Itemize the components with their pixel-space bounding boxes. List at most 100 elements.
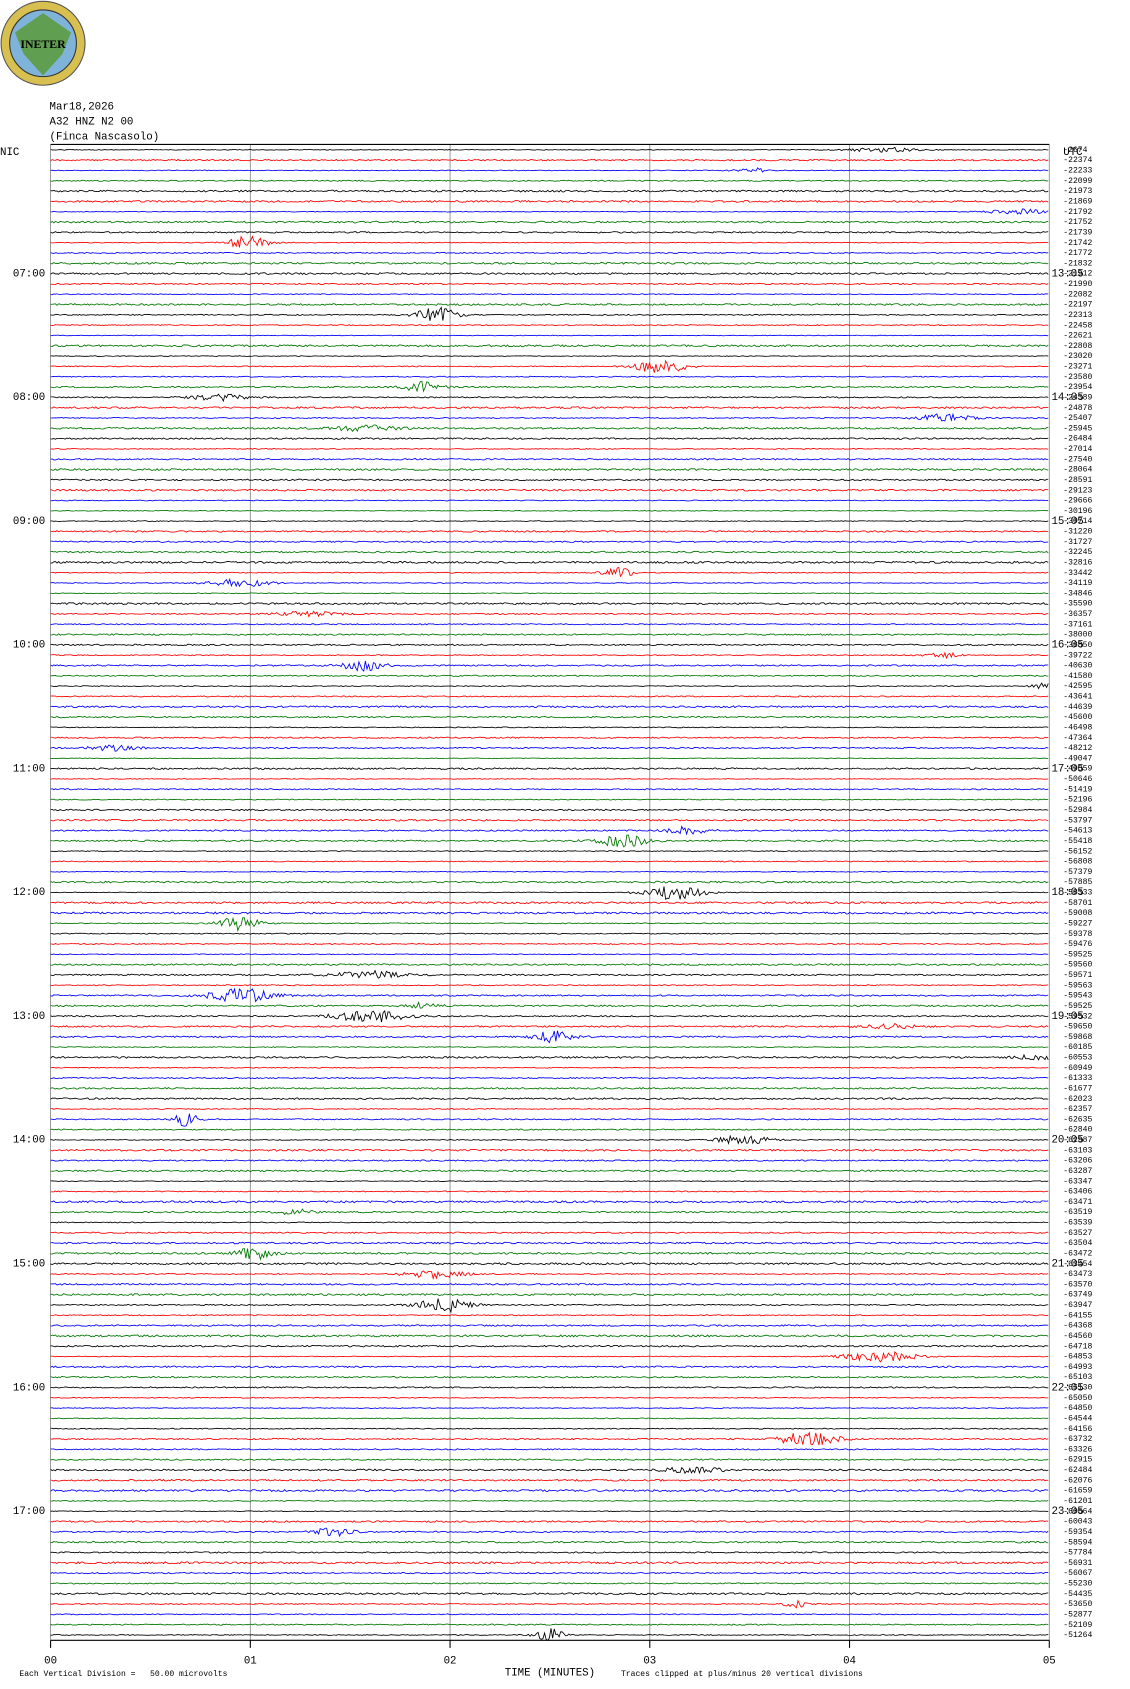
offset-label: -38850 bbox=[1063, 641, 1092, 650]
trace bbox=[50, 1599, 1049, 1609]
offset-label: -28064 bbox=[1063, 466, 1092, 475]
x-tick-label: 05 bbox=[1043, 1656, 1056, 1668]
offset-label: -62987 bbox=[1063, 1136, 1092, 1145]
trace bbox=[50, 942, 1049, 945]
trace bbox=[50, 695, 1049, 698]
offset-label: -22099 bbox=[1063, 177, 1092, 186]
trace bbox=[50, 788, 1049, 791]
trace bbox=[50, 825, 1049, 836]
trace bbox=[50, 1097, 1049, 1101]
left-time-label: 07:00 bbox=[13, 268, 45, 280]
trace bbox=[50, 1571, 1049, 1575]
offset-label: -59525 bbox=[1063, 1002, 1092, 1011]
offset-label: -43641 bbox=[1063, 693, 1092, 702]
offset-label: -63454 bbox=[1063, 1260, 1092, 1269]
trace bbox=[50, 1582, 1049, 1585]
offset-label: -35590 bbox=[1063, 600, 1092, 609]
trace bbox=[50, 969, 1049, 979]
trace bbox=[50, 1466, 1049, 1475]
offset-label: -64993 bbox=[1063, 1363, 1092, 1372]
offset-label: -53650 bbox=[1063, 1600, 1092, 1609]
offset-label: -2674 bbox=[1063, 146, 1087, 155]
trace bbox=[50, 167, 1049, 173]
offset-label: -63732 bbox=[1063, 1435, 1092, 1444]
trace bbox=[50, 1113, 1049, 1127]
left-time-label: 17:00 bbox=[13, 1506, 45, 1518]
offset-label: -33442 bbox=[1063, 569, 1092, 578]
trace bbox=[50, 610, 1049, 618]
trace bbox=[50, 682, 1049, 690]
offset-label: -63471 bbox=[1063, 1198, 1092, 1207]
offset-label: -37161 bbox=[1063, 620, 1092, 629]
trace bbox=[50, 1180, 1049, 1183]
trace bbox=[50, 530, 1049, 533]
trace bbox=[50, 1282, 1049, 1286]
right-time-label: 20:05 bbox=[1051, 1135, 1083, 1147]
left-time-label: 16:00 bbox=[13, 1382, 45, 1394]
trace bbox=[50, 1623, 1049, 1626]
offset-label: -23271 bbox=[1063, 363, 1092, 372]
offset-label: -22082 bbox=[1063, 290, 1092, 299]
offset-label: -57379 bbox=[1063, 868, 1092, 877]
right-time-label: 14:05 bbox=[1051, 392, 1083, 404]
trace bbox=[50, 1066, 1049, 1069]
trace bbox=[50, 231, 1049, 234]
trace bbox=[50, 306, 1049, 321]
right-time-label: 23:05 bbox=[1051, 1506, 1083, 1518]
trace bbox=[50, 406, 1049, 410]
offset-label: -64850 bbox=[1063, 1404, 1092, 1413]
offset-label: -47364 bbox=[1063, 734, 1092, 743]
offset-label: -32245 bbox=[1063, 548, 1092, 557]
trace bbox=[50, 1270, 1049, 1280]
trace bbox=[50, 1417, 1049, 1420]
offset-label: -59227 bbox=[1063, 919, 1092, 928]
trace bbox=[50, 757, 1049, 760]
trace bbox=[50, 437, 1049, 440]
trace bbox=[50, 1208, 1049, 1216]
offset-label: -22458 bbox=[1063, 321, 1092, 330]
trace bbox=[50, 424, 1049, 433]
trace bbox=[50, 235, 1049, 248]
offset-label: -63347 bbox=[1063, 1177, 1092, 1186]
trace bbox=[50, 1478, 1049, 1482]
trace bbox=[50, 380, 1049, 393]
trace bbox=[50, 1293, 1049, 1297]
trace bbox=[50, 953, 1049, 956]
offset-label: -44639 bbox=[1063, 703, 1092, 712]
scale-note: Each Vertical Division = 50.00 microvolt… bbox=[19, 1670, 227, 1679]
trace bbox=[50, 393, 1049, 403]
trace bbox=[50, 509, 1049, 512]
trace bbox=[50, 592, 1049, 595]
trace bbox=[50, 715, 1049, 719]
offset-label: -26484 bbox=[1063, 435, 1092, 444]
trace bbox=[50, 1344, 1049, 1348]
offset-label: -59563 bbox=[1063, 981, 1092, 990]
logo-map bbox=[15, 13, 72, 76]
trace bbox=[50, 560, 1049, 564]
right-time-label: 22:05 bbox=[1051, 1382, 1083, 1394]
trace bbox=[50, 880, 1049, 884]
offset-label: -63103 bbox=[1063, 1146, 1092, 1155]
trace bbox=[50, 901, 1049, 905]
trace bbox=[50, 1613, 1049, 1616]
trace bbox=[50, 1128, 1049, 1131]
offset-label: -63527 bbox=[1063, 1229, 1092, 1238]
trace bbox=[50, 179, 1049, 182]
offset-label: -23020 bbox=[1063, 352, 1092, 361]
offset-label: -61659 bbox=[1063, 1487, 1092, 1496]
trace bbox=[50, 1009, 1049, 1023]
trace bbox=[50, 1510, 1049, 1513]
trace bbox=[50, 1520, 1049, 1523]
trace bbox=[50, 1527, 1049, 1538]
trace bbox=[50, 674, 1049, 677]
offset-label: -57885 bbox=[1063, 878, 1092, 887]
trace bbox=[50, 1221, 1049, 1224]
left-time-label: 13:00 bbox=[13, 1011, 45, 1023]
trace bbox=[50, 499, 1049, 502]
trace bbox=[50, 1169, 1049, 1173]
trace bbox=[50, 199, 1049, 203]
trace bbox=[50, 261, 1049, 265]
offset-label: -55418 bbox=[1063, 837, 1092, 846]
trace bbox=[50, 1241, 1049, 1245]
offset-label: -22808 bbox=[1063, 342, 1092, 351]
